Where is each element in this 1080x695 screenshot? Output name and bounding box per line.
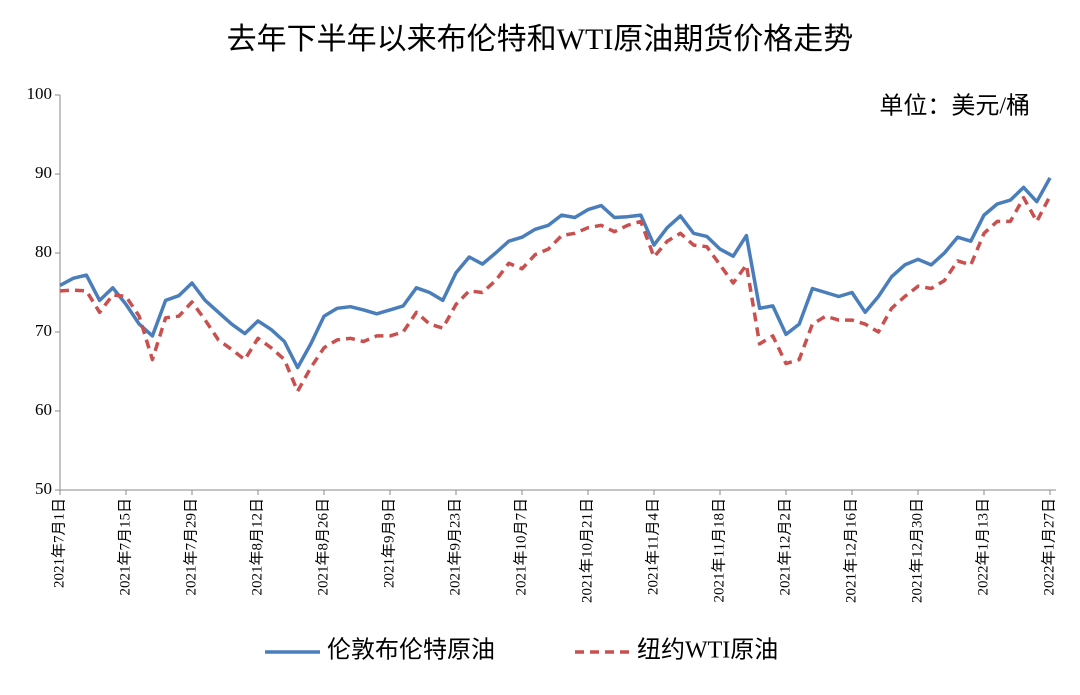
series-line [59,195,1052,394]
x-tick-label: 2021年7月1日 [50,498,67,588]
y-tick-label: 70 [35,321,52,340]
x-tick-label: 2021年9月9日 [380,498,397,588]
y-tick-label: 50 [35,479,52,498]
x-tick-label: 2021年8月26日 [314,498,331,596]
x-tick-label: 2021年12月30日 [908,498,925,603]
x-tick-label: 2021年10月7日 [512,498,529,596]
x-tick-label: 2021年7月15日 [116,498,133,596]
x-tick-label: 2021年11月18日 [710,498,727,602]
y-tick-label: 60 [35,400,52,419]
x-tick-label: 2021年7月29日 [182,498,199,596]
x-tick-label: 2021年11月4日 [644,498,661,595]
series-line [59,177,1052,370]
x-tick-label: 2021年9月23日 [446,498,463,596]
legend-label: 伦敦布伦特原油 [327,637,495,664]
y-tick-label: 100 [27,84,53,103]
unit-annotation: 单位：美元/桶 [879,93,1030,120]
legend-label: 纽约WTI原油 [637,637,778,664]
x-tick-label: 2022年1月13日 [974,498,991,596]
x-tick-label: 2021年12月2日 [776,498,793,596]
y-tick-label: 90 [35,163,52,182]
y-tick-label: 80 [35,242,52,261]
x-tick-label: 2021年8月12日 [248,498,265,596]
x-tick-label: 2022年1月27日 [1040,498,1057,596]
chart-title: 去年下半年以来布伦特和WTI原油期货价格走势 [227,23,854,56]
x-tick-label: 2021年12月16日 [842,498,859,603]
x-tick-label: 2021年10月21日 [578,498,595,603]
